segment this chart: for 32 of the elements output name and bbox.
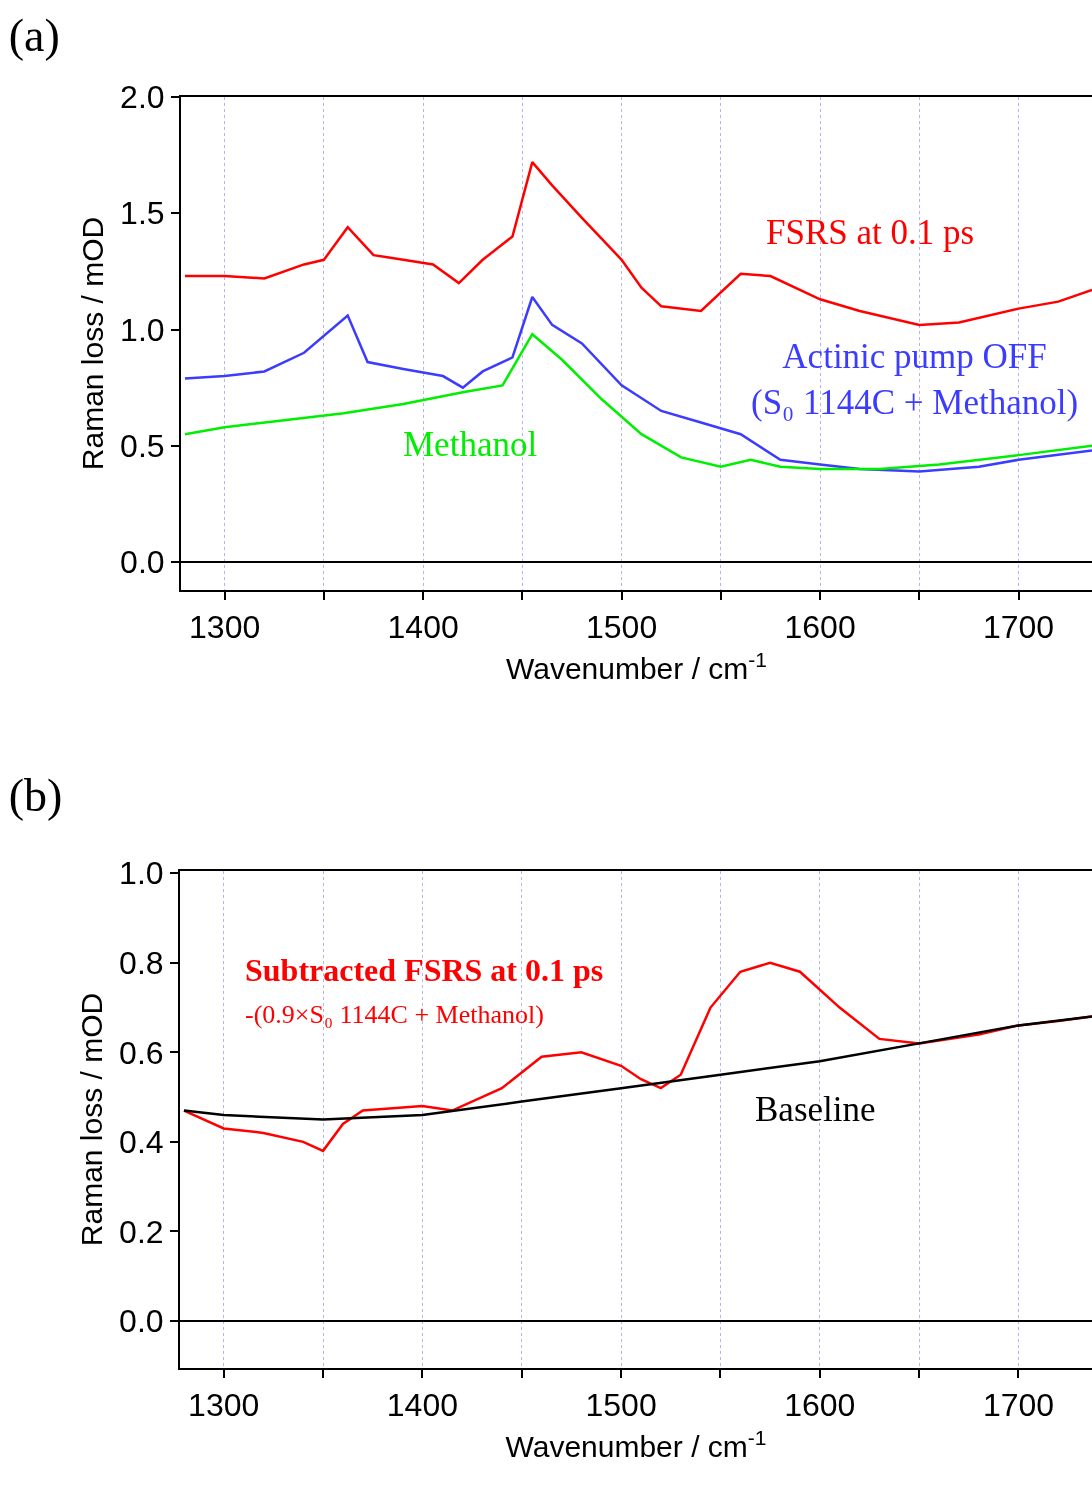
- x-tick-label: 1500: [586, 609, 658, 646]
- x-tick-label: 1600: [784, 1387, 856, 1424]
- series-label: Actinic pump OFF (S₀ 1144C + Methanol): [751, 337, 1079, 422]
- y-tick-label: 0.5: [120, 428, 165, 465]
- x-axis-title: Wavenumber / cm$^{-1}$: [505, 1425, 767, 1464]
- x-tick-label: 1300: [188, 1387, 260, 1424]
- chart-title: (b): [8, 769, 63, 821]
- y-tick-label: 2.0: [120, 79, 165, 116]
- x-tick-label: 1400: [387, 609, 459, 646]
- x-tick-label: 1600: [784, 609, 856, 646]
- y-tick-label: 0.2: [119, 1213, 164, 1250]
- series-label: Methanol: [403, 425, 538, 464]
- x-tick-label: 1700: [982, 1387, 1055, 1424]
- y-tick-label: 1.0: [120, 311, 165, 348]
- y-tick-label: 0.4: [119, 1124, 164, 1161]
- x-tick-label: 1500: [585, 1387, 657, 1424]
- y-axis-title: Raman loss / mOD: [75, 216, 109, 471]
- y-tick-label: 0.6: [119, 1034, 164, 1071]
- x-tick-label: 1300: [189, 609, 261, 646]
- series-label: Subtracted FSRS at 0.1 ps -(0.9×S₀ 1144C + Methanol): [245, 952, 604, 1029]
- y-tick-label: 0.0: [119, 1303, 164, 1340]
- series-label: Baseline: [755, 1090, 876, 1129]
- x-tick-label: 1400: [386, 1387, 458, 1424]
- x-tick-label: 1700: [982, 609, 1055, 646]
- chart-title: (a): [8, 9, 60, 61]
- y-tick-label: 0.0: [120, 544, 165, 581]
- y-tick-label: 1.0: [119, 855, 164, 892]
- y-tick-label: 0.8: [119, 944, 164, 981]
- x-axis-title: Wavenumber / cm$^{-1}$: [506, 647, 767, 686]
- y-tick-label: 1.5: [120, 195, 165, 232]
- series-label: FSRS at 0.1 ps: [766, 213, 975, 252]
- y-axis-title: Raman loss / mOD: [74, 992, 108, 1247]
